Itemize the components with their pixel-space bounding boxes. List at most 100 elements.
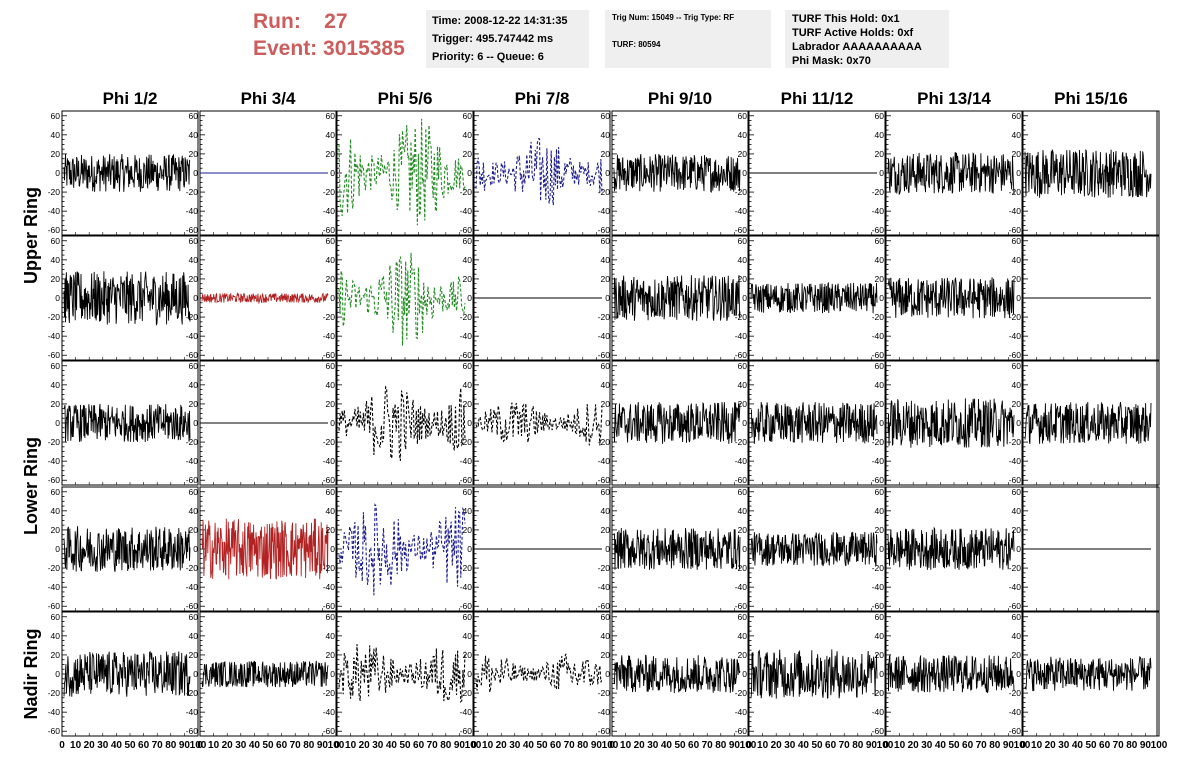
x-tick-label: 90: [454, 740, 466, 751]
y-tick-label: 20: [601, 650, 611, 660]
y-tick-label: 60: [189, 361, 199, 371]
y-tick-label: -40: [323, 707, 336, 717]
y-tick-label: -20: [872, 437, 885, 447]
y-tick-label: -60: [872, 350, 885, 360]
y-tick-label: 60: [189, 487, 199, 497]
y-tick-label: 20: [189, 525, 199, 535]
waveform-trace: [887, 526, 1015, 570]
y-tick-label: -60: [48, 601, 61, 611]
y-tick-label: 0: [1016, 168, 1021, 178]
y-tick-label: 60: [51, 612, 61, 622]
x-tick-label: 10: [70, 740, 82, 751]
x-tick-label: 100: [1151, 740, 1168, 751]
y-tick-label: 0: [55, 168, 60, 178]
y-tick-label: 0: [193, 544, 198, 554]
y-tick-label: 0: [605, 168, 610, 178]
x-tick-label: 20: [908, 740, 920, 751]
y-tick-label: -20: [460, 437, 473, 447]
y-tick-label: -60: [48, 726, 61, 736]
y-tick-label: -60: [48, 225, 61, 235]
x-tick-label: 70: [976, 740, 988, 751]
waveform-trace: [338, 118, 466, 226]
y-tick-label: 40: [875, 130, 885, 140]
y-tick-label: -60: [598, 601, 611, 611]
y-tick-label: -60: [735, 726, 748, 736]
y-tick-label: 60: [463, 111, 473, 121]
y-tick-label: 60: [1012, 111, 1022, 121]
time-trigger-box: Time: 2008-12-22 14:31:35 Trigger: 495.7…: [426, 10, 589, 68]
y-tick-label: 60: [51, 487, 61, 497]
y-tick-label: 40: [326, 506, 336, 516]
y-tick-label: -20: [323, 437, 336, 447]
y-tick-label: 60: [51, 111, 61, 121]
y-tick-label: 0: [467, 418, 472, 428]
x-tick-label: 20: [634, 740, 646, 751]
waveform-trace: [63, 153, 191, 192]
y-tick-label: 20: [463, 525, 473, 535]
y-tick-label: 0: [467, 293, 472, 303]
y-tick-label: -40: [460, 206, 473, 216]
waveform-trace: [63, 271, 191, 326]
y-tick-label: -40: [186, 331, 199, 341]
y-tick-label: 60: [875, 111, 885, 121]
x-tick-label: 30: [921, 740, 933, 751]
y-tick-label: -20: [48, 312, 61, 322]
y-tick-label: -20: [186, 187, 199, 197]
x-tick-label: 60: [413, 740, 425, 751]
y-tick-label: -40: [872, 206, 885, 216]
y-tick-label: 0: [330, 293, 335, 303]
x-tick-label: 0: [59, 740, 65, 751]
y-tick-label: -40: [1009, 707, 1022, 717]
y-tick-label: -40: [598, 707, 611, 717]
y-tick-label: -20: [735, 563, 748, 573]
phi-mask-text: Phi Mask: 0x70: [792, 55, 871, 67]
y-tick-label: -60: [186, 225, 199, 235]
y-tick-label: 0: [742, 168, 747, 178]
x-tick-label: 80: [715, 740, 727, 751]
waveform-trace: [63, 526, 191, 572]
waveform-trace: [338, 644, 466, 704]
y-tick-label: 0: [879, 544, 884, 554]
y-tick-label: 0: [879, 168, 884, 178]
y-tick-label: 20: [51, 650, 61, 660]
x-tick-label: 10: [482, 740, 494, 751]
run-row: Run: 27: [253, 8, 405, 35]
y-tick-label: -20: [323, 688, 336, 698]
x-tick-label: 80: [1126, 740, 1138, 751]
y-tick-label: 20: [1012, 650, 1022, 660]
y-tick-label: 0: [193, 168, 198, 178]
y-tick-label: -60: [323, 350, 336, 360]
y-tick-label: -20: [735, 187, 748, 197]
y-tick-label: -60: [186, 475, 199, 485]
y-tick-label: 20: [1012, 399, 1022, 409]
y-tick-label: -20: [186, 437, 199, 447]
y-tick-label: 20: [51, 149, 61, 159]
y-tick-label: 20: [1012, 274, 1022, 284]
y-tick-label: -20: [872, 563, 885, 573]
y-tick-label: 60: [1012, 361, 1022, 371]
y-tick-label: -60: [735, 601, 748, 611]
x-tick-label: 0: [1020, 740, 1026, 751]
y-tick-label: 40: [738, 506, 748, 516]
x-tick-label: 30: [509, 740, 521, 751]
x-tick-label: 60: [962, 740, 974, 751]
y-tick-label: 0: [193, 418, 198, 428]
x-tick-label: 60: [550, 740, 562, 751]
y-tick-label: 20: [463, 149, 473, 159]
y-tick-label: -40: [186, 582, 199, 592]
column-title: Phi 7/8: [515, 89, 570, 108]
x-tick-label: 50: [124, 740, 136, 751]
y-tick-label: -40: [186, 707, 199, 717]
y-tick-label: 0: [742, 418, 747, 428]
y-tick-label: 0: [55, 669, 60, 679]
x-tick-label: 0: [334, 740, 340, 751]
waveform-trace: [475, 402, 603, 446]
y-tick-label: -60: [735, 225, 748, 235]
y-tick-label: -20: [872, 187, 885, 197]
y-tick-label: -40: [48, 456, 61, 466]
y-tick-label: -20: [460, 312, 473, 322]
y-tick-label: 60: [1012, 236, 1022, 246]
waveform-trace: [887, 276, 1015, 319]
y-tick-label: 60: [189, 612, 199, 622]
y-tick-label: -60: [598, 475, 611, 485]
